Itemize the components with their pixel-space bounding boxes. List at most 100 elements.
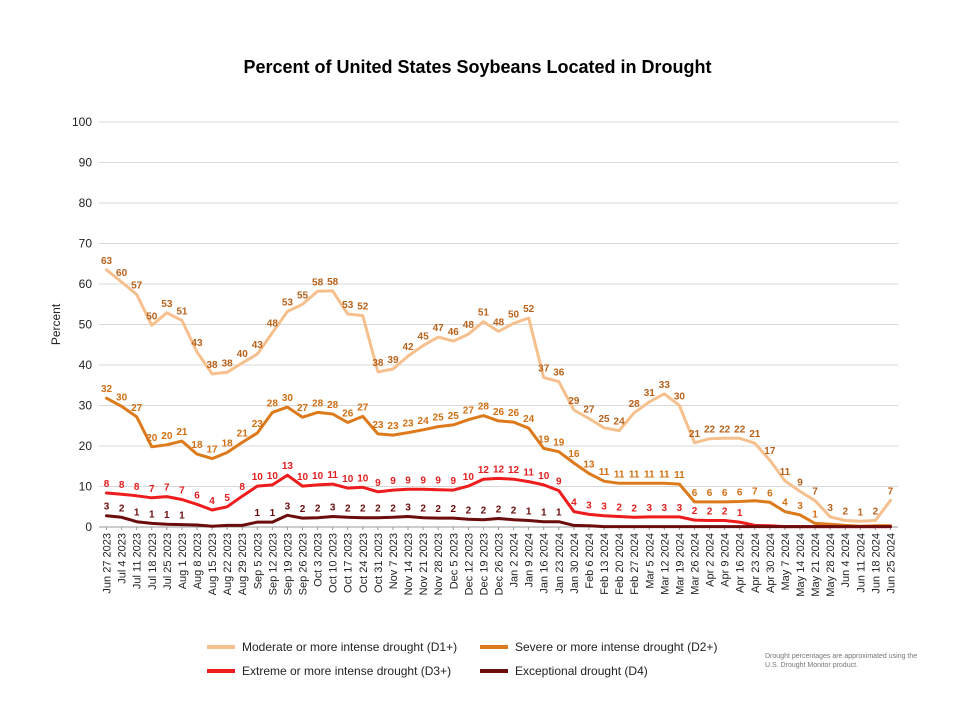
data-label: 12: [493, 464, 505, 475]
data-label: 26: [342, 409, 354, 420]
data-label: 18: [222, 438, 234, 449]
data-label: 63: [101, 256, 113, 267]
x-tick-label: Jun 25 2024: [885, 533, 897, 594]
data-label: 26: [508, 408, 520, 419]
y-tick-label: 50: [79, 318, 93, 332]
data-label: 10: [538, 471, 550, 482]
data-label: 13: [583, 460, 595, 471]
data-label: 2: [511, 506, 517, 517]
data-label: 1: [556, 508, 562, 519]
data-label: 2: [300, 504, 306, 515]
data-label: 2: [707, 507, 713, 518]
data-label: 8: [239, 482, 245, 493]
data-label: 43: [191, 338, 203, 349]
data-label: 50: [146, 311, 158, 322]
data-label: 12: [508, 465, 520, 476]
data-label: 8: [119, 480, 125, 491]
data-label: 3: [662, 503, 668, 514]
data-label: 27: [463, 406, 475, 417]
legend-label-d4: Exceptional drought (D4): [515, 664, 648, 678]
x-tick-label: Oct 24 2023: [358, 533, 370, 593]
data-label: 21: [176, 427, 188, 438]
x-tick-label: Jan 16 2024: [539, 533, 551, 594]
data-label: 48: [267, 319, 279, 330]
x-tick-label: May 14 2024: [795, 533, 807, 597]
x-tick-label: Nov 28 2023: [433, 533, 445, 595]
data-label: 2: [119, 503, 125, 514]
y-tick-label: 70: [79, 237, 93, 251]
data-label: 47: [433, 323, 445, 334]
legend-item-d2: Severe or more intense drought (D2+): [480, 640, 717, 654]
data-label: 2: [315, 504, 321, 515]
legend-label-d3: Extreme or more intense drought (D3+): [242, 664, 452, 678]
data-label: 5: [224, 493, 230, 504]
data-label: 2: [466, 505, 472, 516]
data-label: 3: [646, 503, 652, 514]
data-label: 11: [780, 467, 791, 478]
x-tick-label: Jan 23 2024: [554, 533, 566, 594]
data-label: 9: [556, 477, 562, 488]
data-label: 9: [375, 478, 381, 489]
data-label: 2: [390, 503, 396, 514]
data-label: 1: [541, 508, 547, 519]
data-label: 19: [553, 438, 565, 449]
x-tick-label: Sep 26 2023: [298, 533, 310, 595]
data-label: 2: [435, 504, 441, 515]
x-tick-label: Dec 19 2023: [478, 533, 490, 595]
data-label: 38: [222, 358, 234, 369]
data-label: 17: [764, 446, 776, 457]
data-label: 3: [285, 501, 291, 512]
data-label: 19: [538, 434, 550, 445]
legend-label-d2: Severe or more intense drought (D2+): [515, 640, 718, 654]
data-label: 11: [629, 469, 640, 480]
x-tick-label: Dec 26 2023: [494, 533, 506, 595]
data-label: 53: [161, 299, 173, 310]
x-tick-label: Oct 10 2023: [328, 533, 340, 593]
data-label: 7: [149, 484, 155, 495]
data-label: 23: [387, 421, 399, 432]
data-label: 58: [327, 277, 339, 288]
y-tick-label: 20: [79, 439, 93, 453]
data-label: 11: [327, 470, 338, 481]
data-label: 50: [508, 309, 520, 320]
data-label: 1: [526, 507, 532, 518]
data-label: 11: [599, 467, 610, 478]
data-label: 11: [523, 468, 534, 479]
x-tick-label: Apr 9 2024: [720, 533, 732, 587]
data-label: 21: [749, 429, 761, 440]
data-label: 11: [674, 470, 685, 481]
data-label: 6: [722, 488, 728, 499]
y-axis-label: Percent: [49, 303, 63, 345]
data-label: 29: [568, 396, 580, 407]
data-label: 3: [405, 502, 411, 513]
x-tick-label: Nov 7 2023: [388, 533, 400, 589]
data-label: 6: [737, 487, 743, 498]
data-label: 3: [601, 502, 607, 513]
data-label: 10: [312, 471, 324, 482]
x-tick-label: Jul 18 2023: [147, 533, 159, 590]
legend-swatch-d3: [207, 669, 235, 673]
data-label: 24: [523, 414, 535, 425]
data-label: 2: [420, 504, 426, 515]
x-tick-label: Jan 30 2024: [569, 533, 581, 594]
data-label: 6: [767, 488, 773, 499]
x-tick-label: Oct 31 2023: [373, 533, 385, 593]
x-tick-label: Jan 9 2024: [524, 533, 536, 587]
data-label: 3: [104, 502, 110, 513]
data-label: 17: [207, 445, 219, 456]
x-tick-label: May 7 2024: [780, 533, 792, 590]
x-tick-label: Feb 20 2024: [614, 533, 626, 595]
y-tick-label: 40: [79, 358, 93, 372]
data-label: 28: [312, 398, 324, 409]
data-label: 21: [237, 428, 249, 439]
data-label: 40: [237, 349, 249, 360]
data-label: 60: [116, 268, 128, 279]
data-label: 27: [583, 404, 595, 415]
x-tick-label: Jul 25 2023: [162, 533, 174, 590]
data-label: 1: [812, 509, 818, 520]
data-label: 33: [659, 380, 671, 391]
x-tick-label: Feb 13 2024: [599, 533, 611, 595]
data-label: 2: [873, 507, 879, 518]
y-tick-label: 10: [79, 480, 93, 494]
data-label: 25: [433, 413, 445, 424]
